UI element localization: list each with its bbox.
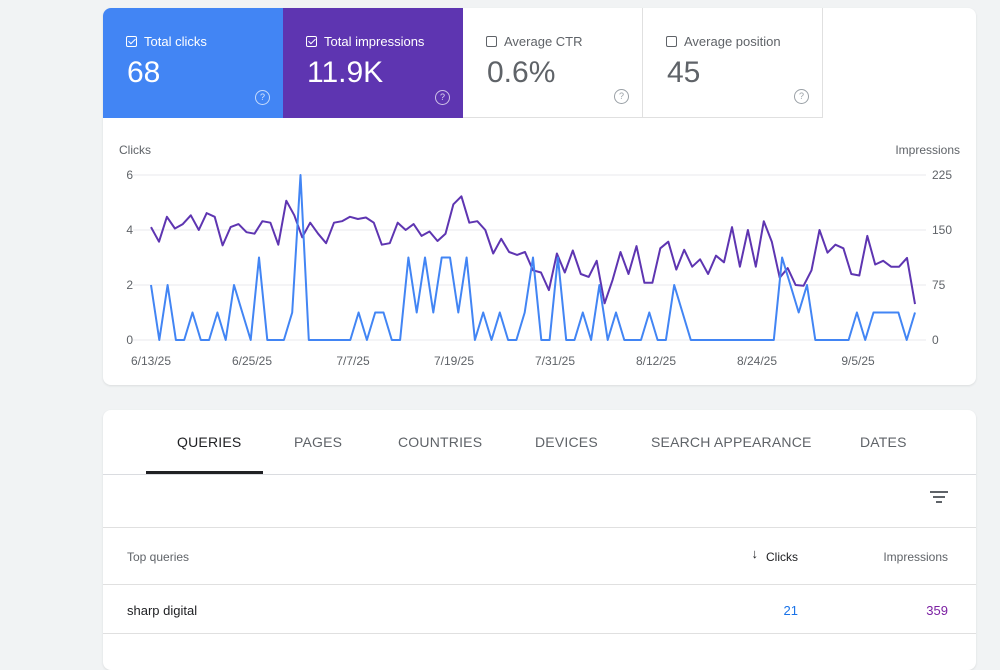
checkbox-unchecked-icon[interactable] — [486, 36, 497, 47]
checkbox-unchecked-icon[interactable] — [666, 36, 677, 47]
impressions-cell: 359 — [926, 603, 948, 618]
total-impressions-card[interactable]: Total impressions 11.9K ? — [283, 8, 463, 118]
header-clicks[interactable]: Clicks — [766, 550, 798, 564]
metric-value: 45 — [667, 56, 701, 89]
tab-dates[interactable]: DATES — [860, 434, 907, 450]
x-tick-label: 7/31/25 — [535, 354, 575, 368]
header-impressions[interactable]: Impressions — [883, 550, 948, 564]
sort-arrow-down-icon[interactable]: ↓ — [751, 546, 759, 561]
filter-icon[interactable] — [930, 491, 948, 505]
help-icon[interactable]: ? — [435, 90, 450, 105]
left-axis-title: Clicks — [119, 143, 151, 157]
chart-ticks: 6 225 4 150 2 75 0 0 6/13/25 6/25/25 7/7/25 7/19/25… — [126, 168, 952, 368]
left-tick-label: 0 — [126, 333, 133, 347]
x-tick-label: 8/24/25 — [737, 354, 777, 368]
right-tick-label: 150 — [932, 223, 952, 237]
metric-label: Average position — [684, 34, 781, 49]
help-icon[interactable]: ? — [614, 89, 629, 104]
table-card: QUERIES PAGES COUNTRIES DEVICES SEARCH A… — [103, 410, 976, 670]
help-icon[interactable]: ? — [794, 89, 809, 104]
tab-queries[interactable]: QUERIES — [177, 434, 242, 450]
active-tab-indicator — [146, 471, 263, 474]
metric-label: Average CTR — [504, 34, 583, 49]
left-tick-label: 2 — [126, 278, 133, 292]
impressions-series-line — [150, 195, 916, 305]
x-tick-label: 6/25/25 — [232, 354, 272, 368]
clicks-series-line — [150, 174, 916, 341]
total-clicks-card[interactable]: Total clicks 68 ? — [103, 8, 283, 118]
x-tick-label: 9/5/25 — [841, 354, 875, 368]
table-row[interactable]: sharp digital 21 359 — [103, 585, 976, 634]
tab-devices[interactable]: DEVICES — [535, 434, 598, 450]
left-tick-label: 6 — [126, 168, 133, 182]
checkbox-checked-icon[interactable] — [126, 36, 137, 47]
x-tick-label: 7/19/25 — [434, 354, 474, 368]
clicks-cell: 21 — [783, 603, 798, 618]
metric-label: Total clicks — [144, 34, 207, 49]
query-cell: sharp digital — [127, 603, 198, 618]
average-position-card[interactable]: Average position 45 ? — [643, 8, 823, 118]
header-top-queries: Top queries — [127, 550, 190, 564]
metric-label: Total impressions — [324, 34, 425, 49]
metric-value: 0.6% — [487, 56, 556, 89]
x-tick-label: 6/13/25 — [131, 354, 171, 368]
tab-search-appearance[interactable]: SEARCH APPEARANCE — [651, 434, 812, 450]
table-header: Top queries ↓ Clicks Impressions — [103, 528, 976, 585]
x-tick-label: 7/7/25 — [336, 354, 370, 368]
chart-gridlines — [133, 174, 926, 341]
tab-pages[interactable]: PAGES — [294, 434, 343, 450]
right-tick-label: 75 — [932, 278, 946, 292]
chart-series — [150, 174, 916, 341]
report-tabs: QUERIES PAGES COUNTRIES DEVICES SEARCH A… — [103, 410, 976, 475]
metric-value: 11.9K — [307, 56, 384, 89]
right-tick-label: 0 — [932, 333, 939, 347]
right-axis-title: Impressions — [895, 143, 960, 157]
performance-card: Total clicks 68 ? Total impressions 11.9… — [103, 8, 976, 385]
tab-countries[interactable]: COUNTRIES — [398, 434, 483, 450]
metric-cards: Total clicks 68 ? Total impressions 11.9… — [103, 8, 823, 118]
metric-value: 68 — [127, 56, 161, 89]
right-tick-label: 225 — [932, 168, 952, 182]
x-tick-label: 8/12/25 — [636, 354, 676, 368]
filter-bar — [103, 475, 976, 528]
average-ctr-card[interactable]: Average CTR 0.6% ? — [463, 8, 643, 118]
help-icon[interactable]: ? — [255, 90, 270, 105]
left-tick-label: 4 — [126, 223, 133, 237]
checkbox-checked-icon[interactable] — [306, 36, 317, 47]
